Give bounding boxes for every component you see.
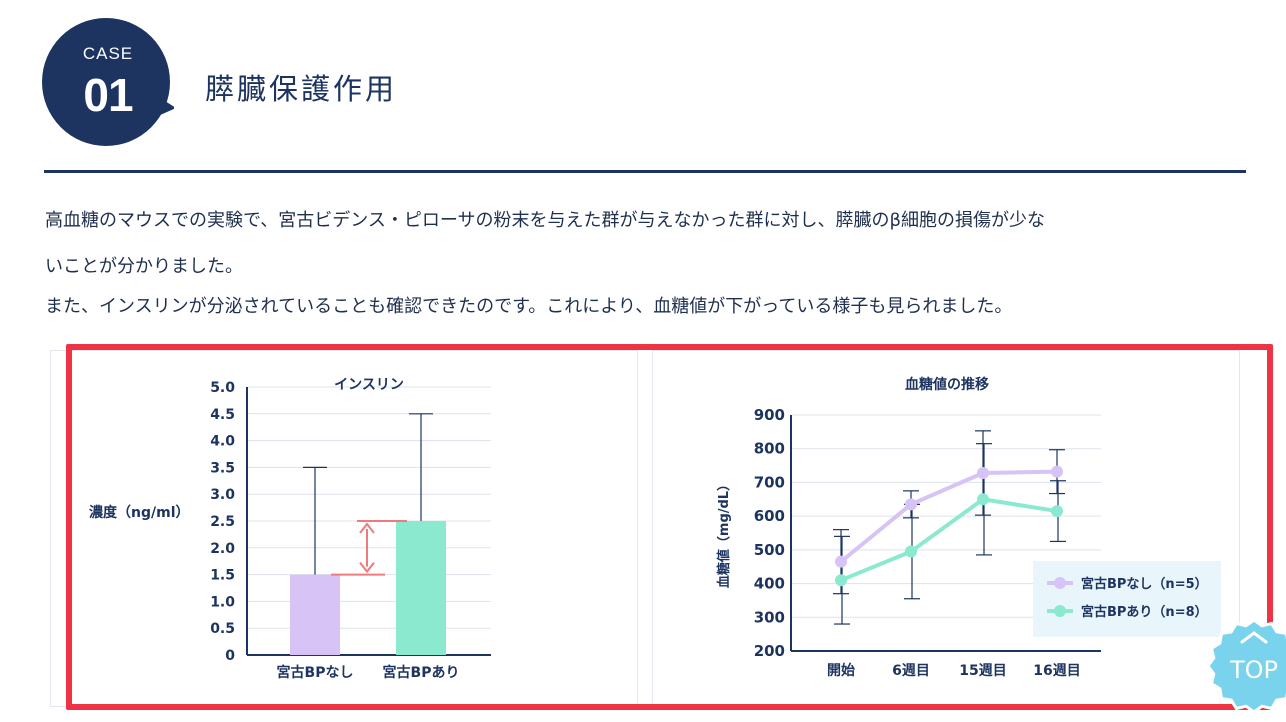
- y-tick-label: 3.5: [210, 460, 235, 476]
- y-tick-label: 4.0: [210, 434, 235, 450]
- x-tick-label: 宮古BPなし: [277, 664, 354, 681]
- insulin-bar-chart: 0 0.5 1.0 1.5 2.0 2.5 3.0 3.5 4.0 4.5 5.0 インスリン濃度（n…: [89, 377, 491, 681]
- data-point: [977, 466, 989, 479]
- paragraph-line-1: 高血糖のマウスでの実験で、宮古ビデンス・ピローサの粉末を与えた群が与えなかった群…: [45, 210, 1046, 231]
- paragraph-line-2: いことが分かりました。: [45, 256, 243, 277]
- top-button-label: TOP: [1229, 656, 1278, 684]
- legend-box: [1033, 561, 1221, 637]
- y-tick-label: 600: [754, 507, 785, 525]
- x-tick-label: 15週目: [959, 663, 1006, 679]
- badge-case-label: CASE: [82, 44, 134, 63]
- chart-title: インスリン: [334, 377, 404, 393]
- bar: [396, 521, 446, 655]
- chart-title: 血糖値の推移: [905, 376, 989, 393]
- y-tick-label: 1.0: [210, 594, 235, 610]
- series-line: [840, 497, 1058, 583]
- legend-swatch-dot: [1054, 577, 1066, 589]
- scroll-top-button[interactable]: TOP: [1204, 616, 1286, 716]
- y-tick-label: 3.0: [210, 487, 235, 503]
- y-tick-label: 200: [754, 642, 785, 660]
- y-axis-label: 血糖値（mg/dL）: [716, 478, 732, 588]
- glucose-chart-panel: 200 300 400 500 600 700 800 900 血糖値の推移血糖値（mg/dL）…: [652, 350, 1240, 707]
- legend-label: 宮古BPあり（n=8）: [1081, 604, 1208, 620]
- series-line: [839, 469, 1058, 564]
- y-tick-label: 400: [754, 575, 785, 593]
- y-tick-label: 0: [225, 648, 235, 664]
- x-tick-label: 6週目: [892, 663, 930, 679]
- x-tick-label: 開始: [827, 662, 855, 679]
- y-tick-label: 500: [754, 541, 785, 559]
- paragraph-line-3: また、インスリンが分泌されていることも確認できたのです。これにより、血糖値が下が…: [45, 296, 1013, 317]
- y-tick-label: 700: [754, 473, 785, 491]
- y-tick-label: 300: [754, 608, 785, 626]
- data-point: [835, 574, 847, 587]
- legend: 宮古BPなし（n=5） 宮古BPあり（n=8）: [1033, 561, 1221, 637]
- badge-bubble: [42, 18, 176, 146]
- bar: [290, 574, 340, 655]
- y-tick-label: 4.5: [210, 407, 235, 423]
- data-point: [905, 498, 917, 511]
- data-point: [905, 545, 917, 558]
- legend-swatch-dot: [1054, 605, 1066, 617]
- data-point: [835, 555, 847, 568]
- badge-case-number: 01: [83, 69, 133, 121]
- y-tick-label: 1.5: [210, 568, 235, 584]
- y-tick-label: 900: [754, 406, 785, 424]
- glucose-line-chart: 200 300 400 500 600 700 800 900 血糖値の推移血糖値（mg/dL）…: [716, 376, 1221, 679]
- x-tick-label: 宮古BPあり: [383, 664, 460, 681]
- title-divider: [44, 170, 1246, 173]
- data-point: [1051, 465, 1063, 478]
- section-title: 膵臓保護作用: [205, 72, 398, 106]
- chevron-up-icon: [1240, 631, 1268, 644]
- insulin-chart-panel: 0 0.5 1.0 1.5 2.0 2.5 3.0 3.5 4.0 4.5 5.0 インスリン濃度（n…: [50, 350, 638, 707]
- y-tick-label: 0.5: [210, 621, 235, 637]
- data-point: [977, 493, 989, 506]
- case-badge: CASE 01: [42, 16, 176, 148]
- data-point: [1051, 505, 1063, 518]
- y-tick-label: 5.0: [210, 380, 235, 396]
- y-tick-label: 2.5: [210, 514, 235, 530]
- x-tick-label: 16週目: [1033, 663, 1080, 679]
- y-tick-label: 2.0: [210, 541, 235, 557]
- y-tick-label: 800: [754, 440, 785, 458]
- top-button-badge: TOP: [1206, 618, 1286, 714]
- y-axis-label: 濃度（ng/ml）: [89, 504, 190, 521]
- comparison-arrow-head-down: [359, 561, 375, 574]
- legend-label: 宮古BPなし（n=5）: [1081, 576, 1208, 592]
- comparison-arrow-head-up: [359, 522, 375, 534]
